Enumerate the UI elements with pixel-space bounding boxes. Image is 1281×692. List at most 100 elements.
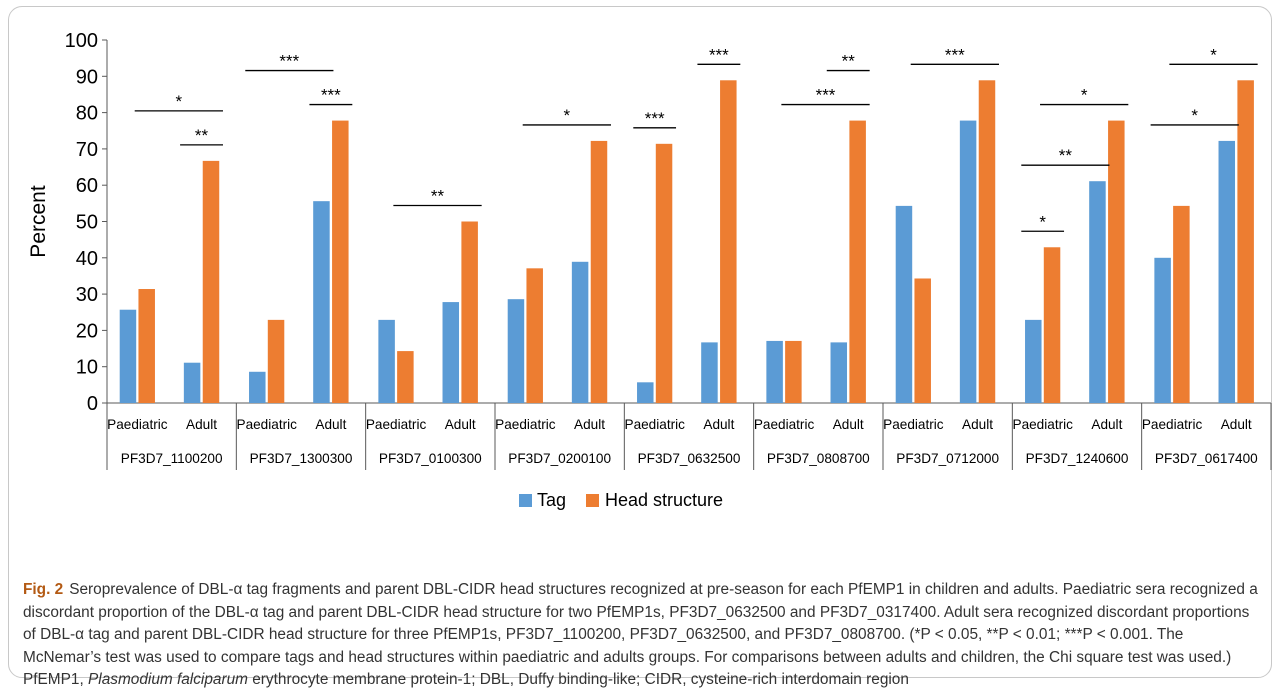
figure-caption: Fig. 2 Seroprevalence of DBL-α tag fragme… [23, 579, 1263, 692]
x-category-label: Adult [186, 417, 217, 432]
bar-head-structure [397, 351, 414, 403]
bar-tag [378, 320, 395, 403]
significance-label: * [1081, 86, 1088, 105]
bar-head-structure [914, 278, 931, 403]
significance-label: * [564, 106, 571, 125]
bar-tag [1025, 320, 1042, 403]
significance-label: *** [645, 109, 665, 128]
bar-tag [1089, 181, 1106, 403]
x-group-label: PF3D7_1100200 [121, 451, 223, 466]
bar-head-structure [1237, 80, 1254, 403]
bar-tag [1219, 141, 1236, 403]
x-category-label: Paediatric [1142, 417, 1203, 432]
y-tick-label: 100 [65, 30, 98, 52]
x-category-label: Adult [703, 417, 734, 432]
x-category-label: Adult [962, 417, 993, 432]
x-group-label: PF3D7_0808700 [767, 451, 870, 466]
significance-label: *** [279, 52, 299, 71]
caption-italic: Plasmodium falciparum [88, 671, 248, 688]
bar-head-structure [720, 80, 737, 403]
bar-tag [637, 382, 654, 403]
bar-tag [249, 372, 266, 403]
y-tick-label: 50 [76, 212, 98, 234]
bar-tag [766, 341, 783, 403]
legend-swatch-head-structure [586, 494, 599, 507]
legend-swatch-tag [519, 494, 532, 507]
significance-label: * [1039, 212, 1046, 231]
bar-tag [508, 299, 525, 403]
y-tick-label: 70 [76, 139, 98, 161]
bar-head-structure [1173, 206, 1190, 403]
bar-tag [313, 201, 330, 403]
significance-label: * [176, 92, 183, 111]
significance-label: ** [195, 126, 209, 145]
x-category-label: Paediatric [625, 417, 686, 432]
y-tick-label: 60 [76, 175, 98, 197]
x-group-label: PF3D7_0100300 [379, 451, 482, 466]
y-tick-label: 80 [76, 103, 98, 125]
significance-label: * [1210, 45, 1217, 64]
bar-tag [831, 342, 848, 403]
bar-chart: 0 10 20 30 40 50 60 70 80 90 100 Percent Paediatric A… [0, 0, 1281, 580]
bar-head-structure [203, 161, 220, 403]
x-group-label: PF3D7_1240600 [1026, 451, 1129, 466]
x-category-label: Paediatric [495, 417, 556, 432]
caption-label: Fig. 2 [23, 581, 63, 598]
x-category-label: Adult [833, 417, 864, 432]
x-category-label: Paediatric [754, 417, 815, 432]
bar-head-structure [1044, 247, 1061, 403]
bar-tag [443, 302, 460, 403]
y-axis-title: Percent [27, 185, 50, 258]
bar-tag [572, 262, 589, 403]
bar-head-structure [138, 289, 155, 403]
y-tick-label: 40 [76, 248, 98, 270]
x-category-label: Paediatric [237, 417, 298, 432]
bar-tag [701, 342, 718, 403]
caption-text-end: erythrocyte membrane protein-1; DBL, Duf… [252, 671, 909, 688]
significance-label: ** [842, 52, 856, 71]
bar-tag [960, 121, 977, 403]
x-group-label: PF3D7_0632500 [638, 451, 741, 466]
bar-head-structure [656, 144, 673, 403]
x-category-label: Adult [1091, 417, 1122, 432]
bar-head-structure [785, 341, 802, 403]
y-tick-label: 20 [76, 320, 98, 342]
y-tick-label: 0 [87, 393, 98, 415]
y-tick-label: 10 [76, 357, 98, 379]
significance-label: ** [431, 187, 445, 206]
x-category-label: Paediatric [883, 417, 944, 432]
x-category-label: Paediatric [1013, 417, 1074, 432]
significance-label: *** [945, 45, 965, 64]
bar-head-structure [332, 121, 349, 403]
significance-label: * [1191, 106, 1198, 125]
significance-label: *** [709, 45, 729, 64]
x-group-label: PF3D7_1300300 [250, 451, 353, 466]
x-group-label: PF3D7_0200100 [508, 451, 611, 466]
bar-tag [896, 206, 913, 403]
bar-head-structure [1108, 121, 1125, 403]
significance-label: ** [1059, 146, 1073, 165]
y-tick-label: 30 [76, 284, 98, 306]
y-tick-label: 90 [76, 66, 98, 88]
bar-head-structure [526, 268, 543, 403]
bar-tag [184, 363, 201, 403]
x-group-label: PF3D7_0712000 [896, 451, 999, 466]
x-category-label: Adult [315, 417, 346, 432]
significance-label: *** [321, 86, 341, 105]
x-category-label: Paediatric [366, 417, 427, 432]
bar-tag [120, 310, 136, 403]
x-category-label: Adult [445, 417, 476, 432]
bar-head-structure [461, 222, 478, 404]
bar-tag [1154, 258, 1171, 403]
x-group-label: PF3D7_0617400 [1155, 451, 1258, 466]
bar-head-structure [979, 80, 996, 403]
legend-label-tag: Tag [537, 490, 566, 510]
x-category-label: Paediatric [107, 417, 168, 432]
x-category-label: Adult [574, 417, 605, 432]
bar-head-structure [268, 320, 285, 403]
x-category-label: Adult [1221, 417, 1252, 432]
legend-label-head-structure: Head structure [605, 490, 723, 510]
bar-head-structure [849, 121, 866, 403]
significance-label: *** [816, 86, 836, 105]
bar-head-structure [591, 141, 608, 403]
